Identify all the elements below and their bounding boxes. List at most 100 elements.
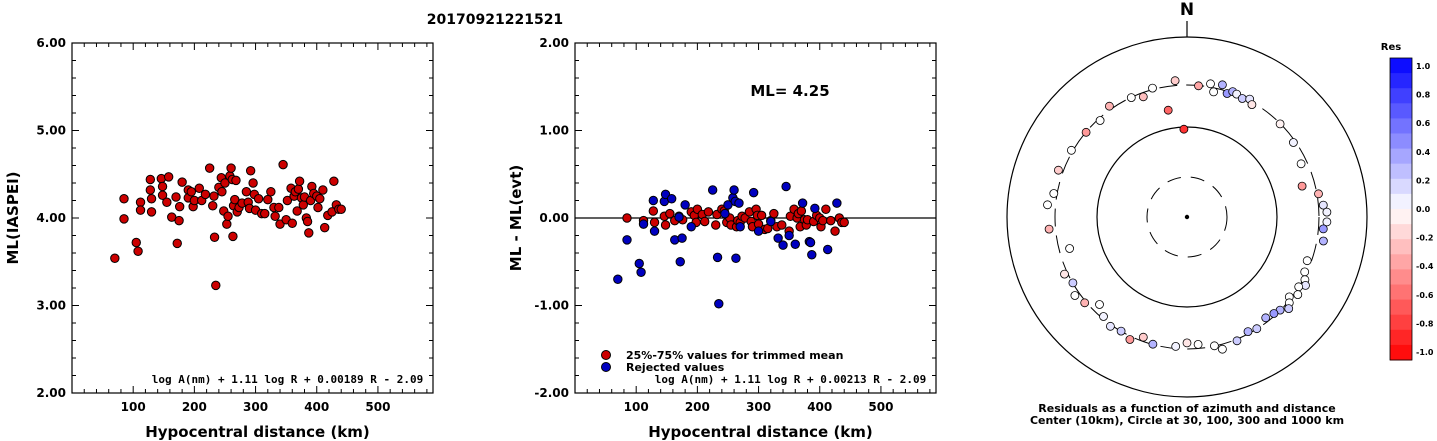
colorbar-swatch <box>1390 88 1412 104</box>
polar-residual-point <box>1106 321 1115 331</box>
residual-colorbar: Res 1.0 0.8 0.6 0.4 0.2 0.0 -0.2 -0.4 -0.6 -0.8 -1.… <box>1381 42 1434 361</box>
colorbar-swatch <box>1390 224 1412 240</box>
data-point-red <box>119 214 129 224</box>
y-tick-label: 2.00 <box>36 386 66 400</box>
data-point-red <box>260 208 270 219</box>
polar-residual-point <box>1080 298 1090 308</box>
data-point-blue <box>781 181 791 192</box>
data-point-red <box>186 187 197 197</box>
colorbar-swatch <box>1390 254 1412 270</box>
data-point-red <box>292 206 302 216</box>
legend-label-trimmed: 25%-75% values for trimmed mean <box>626 349 843 362</box>
data-point-blue <box>720 208 730 219</box>
polar-residual-point <box>1297 181 1307 191</box>
polar-residual-point <box>1095 300 1104 309</box>
data-point-red <box>110 253 120 263</box>
data-point-red <box>294 176 305 186</box>
polar-residual-point <box>1095 116 1105 125</box>
data-point-red <box>135 197 146 207</box>
colorbar-tick-label: 0.0 <box>1416 205 1431 214</box>
polar-residual-point <box>1252 324 1262 334</box>
magnitude-formula: log A(nm) + 1.11 log R + 0.00213 R - 2.0… <box>655 373 927 386</box>
polar-residual-point <box>1318 200 1328 210</box>
data-point-red <box>174 201 185 212</box>
data-point-blue <box>634 258 644 269</box>
colorbar-swatch <box>1390 118 1412 134</box>
polar-residual-point <box>1269 309 1279 318</box>
data-point-red <box>622 213 632 223</box>
polar-residual-point <box>1206 79 1215 89</box>
data-point-blue <box>613 274 623 284</box>
data-point-red <box>119 194 129 204</box>
polar-residual-point <box>1148 339 1158 349</box>
data-point-red <box>146 194 157 204</box>
polar-residual-point <box>1070 291 1080 300</box>
colorbar-swatch <box>1390 344 1412 361</box>
colorbar-tick-label: -1.0 <box>1416 348 1434 357</box>
colorbar-swatch <box>1390 239 1412 255</box>
polar-residual-point <box>1296 159 1306 169</box>
polar-residual-point <box>1044 224 1054 234</box>
data-point-red <box>163 172 174 182</box>
polar-residual-point <box>1148 83 1157 93</box>
colorbar-swatch <box>1390 103 1412 119</box>
x-tick-label: 400 <box>304 400 329 414</box>
colorbar-frame <box>1389 57 1413 361</box>
polar-residual-point <box>1043 200 1052 210</box>
data-point-red <box>302 216 313 227</box>
y-axis-label: ML(IASPEI) <box>4 171 22 264</box>
colorbar-tick-label: 0.4 <box>1416 148 1431 157</box>
data-point-blue <box>784 230 794 241</box>
data-point-blue <box>674 212 684 222</box>
data-point-blue <box>797 198 808 208</box>
data-point-red <box>223 211 233 221</box>
magnitude-formula: log A(nm) + 1.11 log R + 0.00189 R - 2.0… <box>152 373 424 386</box>
data-point-red <box>209 232 220 242</box>
polar-residual-point <box>1322 217 1332 227</box>
polar-residual-point <box>1318 224 1328 234</box>
data-point-red <box>665 208 675 219</box>
colorbar-swatch <box>1390 314 1412 331</box>
data-point-blue <box>735 222 745 232</box>
data-point-red <box>245 166 256 176</box>
data-point-blue <box>731 253 741 263</box>
data-point-red <box>304 228 314 238</box>
x-tick-label: 200 <box>182 400 207 414</box>
data-point-red <box>336 204 346 214</box>
data-point-blue <box>810 203 820 214</box>
data-point-red <box>818 215 828 226</box>
polar-residual-point <box>1138 92 1148 102</box>
data-point-red <box>200 189 211 200</box>
data-point-red <box>287 218 297 228</box>
data-point-red <box>217 187 227 197</box>
colorbar-swatch <box>1390 148 1412 165</box>
polar-residual-point <box>1171 341 1181 351</box>
data-point-red <box>171 192 181 202</box>
data-point-red <box>231 175 241 186</box>
polar-caption-line-1: Residuals as a function of azimuth and d… <box>1038 402 1335 415</box>
data-point-blue <box>712 252 723 263</box>
data-point-red <box>648 206 659 216</box>
polar-residual-point <box>1289 138 1298 147</box>
data-point-red <box>649 217 660 228</box>
polar-residual-point <box>1054 165 1063 175</box>
colorbar-swatch <box>1390 58 1412 74</box>
colorbar-swatch <box>1390 73 1412 89</box>
data-point-blue <box>805 237 816 248</box>
data-point-red <box>204 163 215 173</box>
polar-residual-point <box>1099 312 1108 321</box>
colorbar-tick-label: 0.8 <box>1416 91 1431 100</box>
colorbar-swatch <box>1390 299 1412 316</box>
polar-residual-point <box>1237 94 1247 103</box>
data-point-red <box>220 178 230 188</box>
polar-residual-point <box>1182 338 1192 348</box>
x-tick-label: 100 <box>624 400 649 414</box>
data-point-red <box>162 197 172 207</box>
data-point-blue <box>773 233 783 243</box>
data-point-red <box>209 191 219 201</box>
data-point-blue <box>778 240 788 250</box>
left-scatter-panel: 100 200 300 400 500 2.00 3.00 4.00 5.00 6.00 Hypoc… <box>4 36 434 441</box>
colorbar-tick-label: -0.8 <box>1416 319 1434 328</box>
polar-residual-point <box>1065 244 1074 253</box>
